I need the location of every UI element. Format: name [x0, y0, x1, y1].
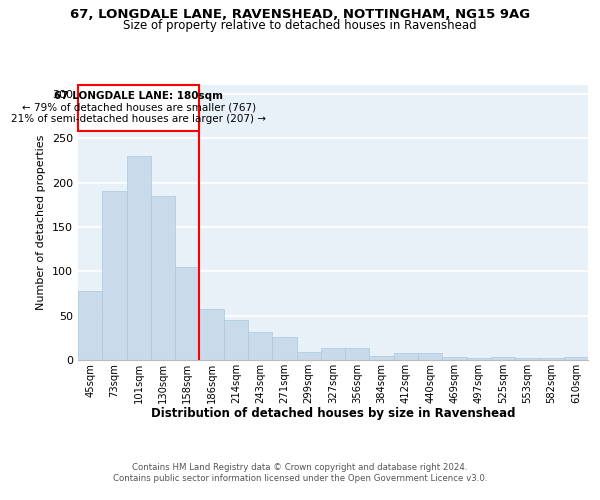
Text: Contains HM Land Registry data © Crown copyright and database right 2024.: Contains HM Land Registry data © Crown c… — [132, 462, 468, 471]
Bar — [296, 352, 321, 360]
Text: ← 79% of detached houses are smaller (767): ← 79% of detached houses are smaller (76… — [22, 102, 256, 113]
Text: Distribution of detached houses by size in Ravenshead: Distribution of detached houses by size … — [151, 408, 515, 420]
Bar — [321, 348, 345, 360]
Bar — [248, 332, 272, 360]
Text: 67, LONGDALE LANE, RAVENSHEAD, NOTTINGHAM, NG15 9AG: 67, LONGDALE LANE, RAVENSHEAD, NOTTINGHA… — [70, 8, 530, 20]
Bar — [394, 353, 418, 360]
Text: 21% of semi-detached houses are larger (207) →: 21% of semi-detached houses are larger (… — [11, 114, 266, 124]
Bar — [370, 356, 394, 360]
Bar — [345, 348, 370, 360]
Bar — [515, 358, 539, 360]
Text: Contains public sector information licensed under the Open Government Licence v3: Contains public sector information licen… — [113, 474, 487, 483]
Bar — [78, 291, 102, 360]
Bar — [199, 310, 224, 360]
Text: 67 LONGDALE LANE: 180sqm: 67 LONGDALE LANE: 180sqm — [54, 91, 223, 101]
Bar — [491, 358, 515, 360]
Bar — [127, 156, 151, 360]
Bar — [151, 196, 175, 360]
Bar — [442, 358, 467, 360]
Bar — [224, 320, 248, 360]
Bar — [467, 358, 491, 360]
Bar — [175, 267, 199, 360]
Bar — [539, 358, 564, 360]
Bar — [418, 353, 442, 360]
Bar — [102, 192, 127, 360]
Text: Size of property relative to detached houses in Ravenshead: Size of property relative to detached ho… — [123, 19, 477, 32]
Bar — [564, 358, 588, 360]
FancyBboxPatch shape — [78, 85, 199, 131]
Y-axis label: Number of detached properties: Number of detached properties — [37, 135, 46, 310]
Bar — [272, 337, 296, 360]
